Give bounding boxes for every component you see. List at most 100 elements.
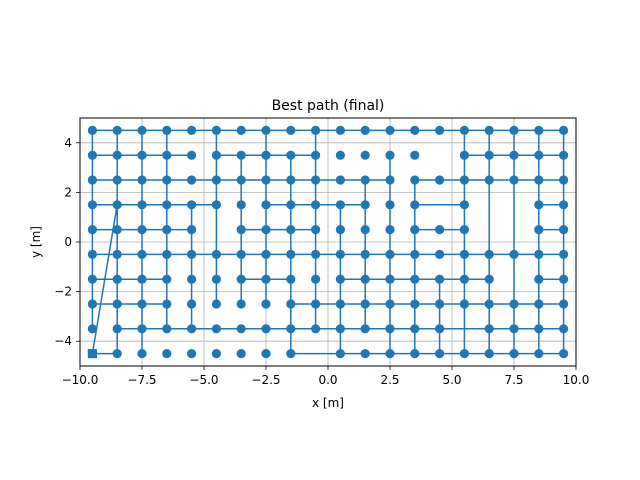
path-point	[211, 349, 221, 359]
path-point	[286, 299, 296, 309]
path-point	[137, 175, 147, 185]
path-point	[459, 249, 469, 259]
path-point	[137, 249, 147, 259]
path-point	[162, 324, 172, 334]
path-point	[87, 150, 97, 160]
path-point	[385, 225, 395, 235]
path-point	[286, 274, 296, 284]
path-point	[559, 299, 569, 309]
path-point	[335, 274, 345, 284]
path-point	[112, 274, 122, 284]
path-point	[534, 225, 544, 235]
y-tick-label: 4	[64, 136, 72, 150]
path-point	[236, 175, 246, 185]
path-point	[484, 324, 494, 334]
path-point	[286, 200, 296, 210]
path-point	[335, 299, 345, 309]
path-point	[559, 225, 569, 235]
path-point	[484, 175, 494, 185]
path-point	[311, 249, 321, 259]
path-point	[509, 150, 519, 160]
path-point	[385, 349, 395, 359]
path-point	[385, 200, 395, 210]
path-point	[385, 125, 395, 135]
path-point	[410, 200, 420, 210]
path-point	[112, 225, 122, 235]
path-point	[311, 299, 321, 309]
path-point	[509, 175, 519, 185]
x-tick-label: −7.5	[127, 373, 156, 387]
path-point	[311, 324, 321, 334]
x-axis-label: x [m]	[312, 396, 344, 410]
path-point	[534, 249, 544, 259]
path-point	[559, 349, 569, 359]
x-tick-label: −10.0	[62, 373, 99, 387]
path-point	[360, 299, 370, 309]
path-point	[410, 175, 420, 185]
path-point	[137, 125, 147, 135]
path-point	[286, 249, 296, 259]
path-point	[360, 175, 370, 185]
path-point	[311, 175, 321, 185]
path-point	[459, 125, 469, 135]
path-point	[509, 125, 519, 135]
x-tick-label: 0.0	[318, 373, 337, 387]
path-point	[385, 249, 395, 259]
path-point	[360, 349, 370, 359]
path-point	[236, 299, 246, 309]
chart-title: Best path (final)	[272, 98, 385, 114]
path-point	[484, 299, 494, 309]
path-point	[509, 249, 519, 259]
path-point	[137, 349, 147, 359]
path-point	[87, 225, 97, 235]
path-point	[459, 175, 469, 185]
path-point	[311, 125, 321, 135]
path-point	[534, 175, 544, 185]
path-point	[435, 324, 445, 334]
path-point	[211, 150, 221, 160]
path-point	[559, 125, 569, 135]
y-tick-label: −2	[54, 285, 72, 299]
path-point	[410, 150, 420, 160]
y-axis-label: y [m]	[29, 226, 43, 258]
path-point	[261, 349, 271, 359]
axis-ticks: −10.0 −7.5 −5.0 −2.5 0.0 2.5 5.0 7.5 10.0 −4 −2 0 2 4	[54, 136, 589, 387]
path-point	[112, 150, 122, 160]
path-point	[211, 324, 221, 334]
path-point	[236, 324, 246, 334]
path-point	[335, 324, 345, 334]
path-point	[435, 125, 445, 135]
path-point	[459, 150, 469, 160]
path-point	[534, 299, 544, 309]
path-point	[335, 225, 345, 235]
path-point	[187, 125, 197, 135]
x-tick-label: 2.5	[380, 373, 399, 387]
path-point	[261, 175, 271, 185]
path-point	[112, 200, 122, 210]
path-point	[335, 249, 345, 259]
path-point	[162, 249, 172, 259]
path-point	[112, 125, 122, 135]
path-point	[236, 349, 246, 359]
path-point	[87, 175, 97, 185]
path-point	[534, 125, 544, 135]
path-point	[261, 150, 271, 160]
path-point	[261, 200, 271, 210]
start-marker	[87, 349, 97, 359]
path-point	[112, 349, 122, 359]
path-point	[459, 274, 469, 284]
y-tick-label: 0	[64, 235, 72, 249]
path-point	[261, 125, 271, 135]
path-point	[311, 274, 321, 284]
path-point	[87, 324, 97, 334]
path-point	[534, 274, 544, 284]
path-point	[211, 175, 221, 185]
path-point	[311, 150, 321, 160]
path-point	[335, 175, 345, 185]
path-point	[286, 175, 296, 185]
path-point	[211, 249, 221, 259]
path-point	[261, 299, 271, 309]
path-point	[509, 299, 519, 309]
path-point	[261, 249, 271, 259]
